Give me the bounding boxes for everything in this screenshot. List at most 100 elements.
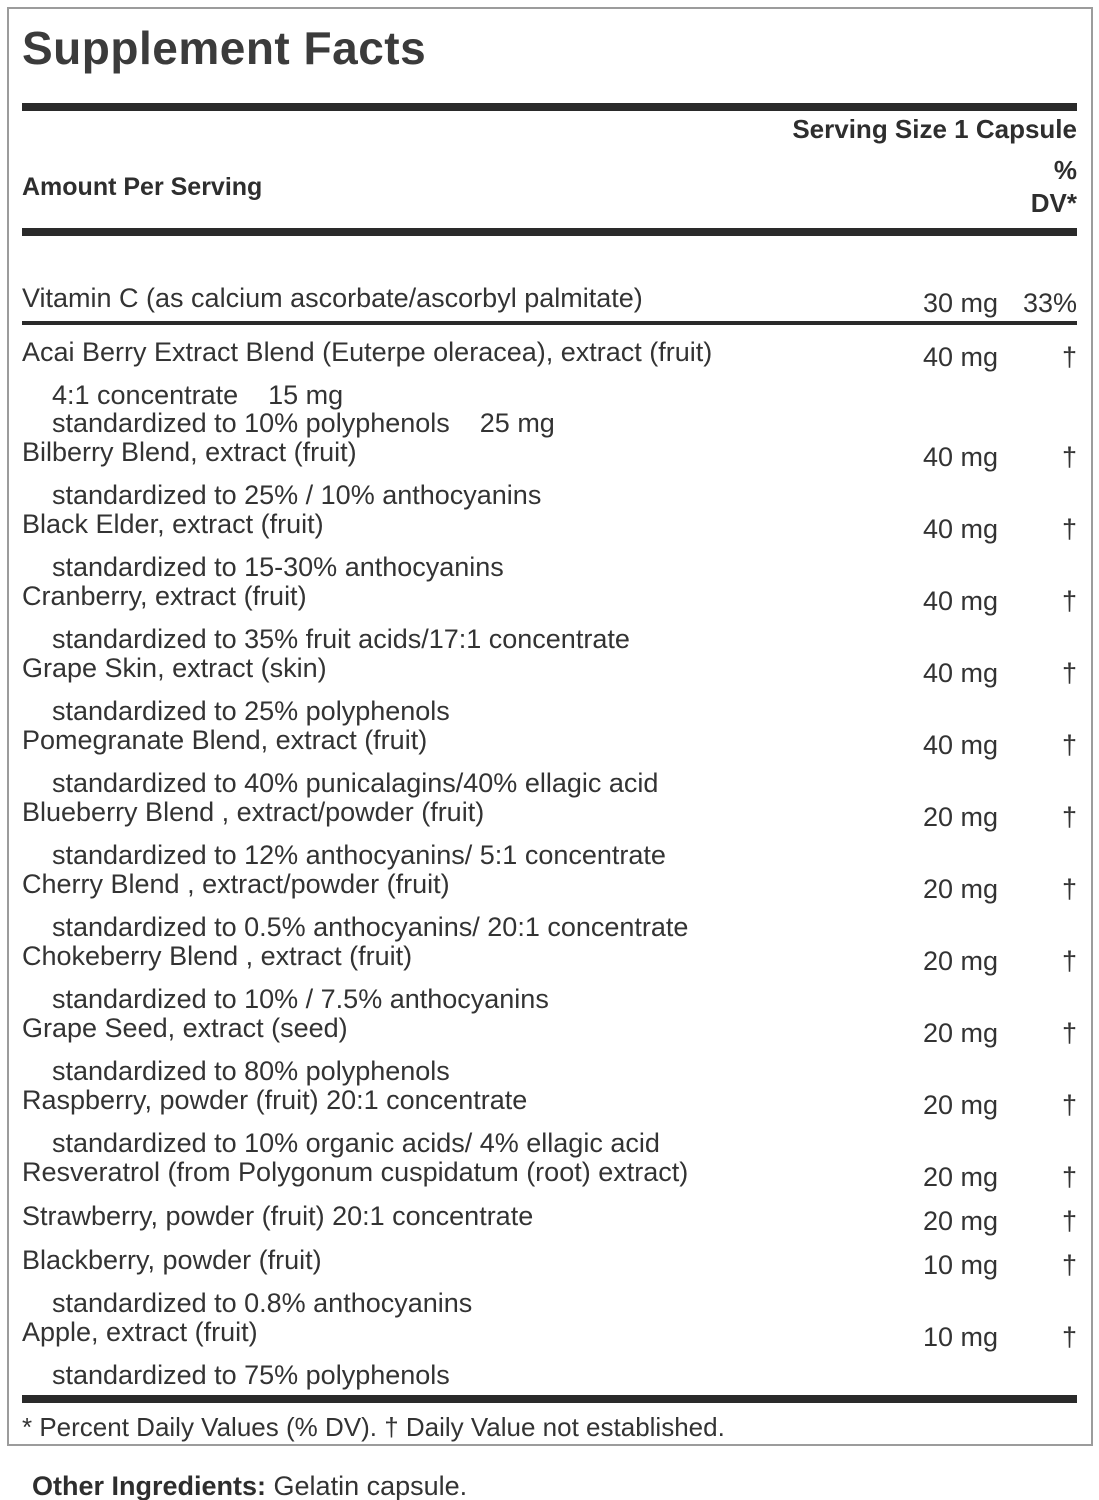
ingredient-standardization: standardized to 15-30% anthocyanins: [52, 552, 504, 582]
ingredient-row-main: Cranberry, extract (fruit) 40 mg †: [22, 581, 1077, 616]
ingredient-standardization: standardized to 12% anthocyanins/ 5:1 co…: [52, 840, 666, 870]
ingredient-amount: 40 mg: [923, 730, 999, 760]
ingredient-row-main: Blueberry Blend , extract/powder (fruit)…: [22, 797, 1077, 832]
ingredient-amount: 20 mg: [923, 1162, 999, 1192]
ingredient-row: Vitamin C (as calcium ascorbate/ascorbyl…: [22, 283, 1077, 318]
ingredient-dv: †: [1061, 1090, 1077, 1120]
ingredient-name: Bilberry Blend, extract (fruit): [22, 437, 357, 467]
ingredient-standardization: standardized to 10% organic acids/ 4% el…: [52, 1128, 660, 1158]
ingredient-row-main: Apple, extract (fruit) 10 mg †: [22, 1317, 1077, 1352]
ingredient-row: Strawberry, powder (fruit) 20:1 concentr…: [22, 1201, 1077, 1236]
ingredient-row-main: Grape Seed, extract (seed) 20 mg †: [22, 1013, 1077, 1048]
ingredient-name: Pomegranate Blend, extract (fruit): [22, 725, 428, 755]
ingredient-standardization: 4:1 concentrate 15 mg: [52, 380, 344, 410]
ingredient-row-main: Chokeberry Blend , extract (fruit) 20 mg †: [22, 941, 1077, 976]
ingredient-amount: 20 mg: [923, 946, 999, 976]
ingredient-amount: 20 mg: [923, 1090, 999, 1120]
supplement-facts-panel: Supplement Facts Serving Size 1 Capsule …: [7, 7, 1093, 1446]
ingredient-row-main: Grape Skin, extract (skin) 40 mg †: [22, 653, 1077, 688]
percent-label: %: [1053, 155, 1077, 185]
ingredient-row: Bilberry Blend, extract (fruit) 40 mg † sta…: [22, 437, 1077, 509]
ingredient-dv: †: [1061, 1162, 1077, 1192]
other-ingredients: Other Ingredients: Gelatin capsule.: [32, 1470, 467, 1500]
ingredient-amount: 10 mg: [923, 1322, 999, 1352]
ingredient-standardization: standardized to 40% punicalagins/40% ell…: [52, 768, 659, 798]
ingredient-name: Black Elder, extract (fruit): [22, 509, 324, 539]
ingredient-row: Grape Skin, extract (skin) 40 mg † standard…: [22, 653, 1077, 725]
ingredient-dv: †: [1061, 1018, 1077, 1048]
ingredient-dv: †: [1061, 586, 1077, 616]
ingredient-row-main: Blackberry, powder (fruit) 10 mg †: [22, 1245, 1077, 1280]
ingredient-row: Acai Berry Extract Blend (Euterpe olerac…: [22, 337, 1077, 437]
ingredient-amount: 20 mg: [923, 874, 999, 904]
ingredient-dv: †: [1061, 442, 1077, 472]
ingredient-row: Blackberry, powder (fruit) 10 mg † standard…: [22, 1245, 1077, 1317]
ingredient-name: Cranberry, extract (fruit): [22, 581, 307, 611]
ingredient-standardization: standardized to 25% / 10% anthocyanins: [52, 480, 542, 510]
ingredient-row: Chokeberry Blend , extract (fruit) 20 mg †…: [22, 941, 1077, 1013]
ingredient-amount: 40 mg: [923, 442, 999, 472]
ingredient-row-main: Black Elder, extract (fruit) 40 mg †: [22, 509, 1077, 544]
ingredient-dv: †: [1061, 946, 1077, 976]
daily-value-footnote: * Percent Daily Values (% DV). † Daily V…: [22, 1412, 725, 1442]
ingredient-row-main: Bilberry Blend, extract (fruit) 40 mg †: [22, 437, 1077, 472]
ingredient-row-main: Acai Berry Extract Blend (Euterpe olerac…: [22, 337, 1077, 372]
ingredient-standardization: standardized to 10% polyphenols 25 mg: [52, 408, 555, 438]
dv-label: DV*: [1030, 188, 1077, 218]
ingredient-row-main: Cherry Blend , extract/powder (fruit) 20 …: [22, 869, 1077, 904]
ingredient-amount: 30 mg: [923, 288, 999, 318]
ingredient-dv: †: [1061, 1250, 1077, 1280]
ingredient-standardization: standardized to 10% / 7.5% anthocyanins: [52, 984, 549, 1014]
ingredient-row-main: Pomegranate Blend, extract (fruit) 40 mg †: [22, 725, 1077, 760]
ingredient-standardization: standardized to 80% polyphenols: [52, 1056, 450, 1086]
ingredient-standardization: standardized to 25% polyphenols: [52, 696, 450, 726]
ingredient-dv: †: [1061, 730, 1077, 760]
ingredient-rows: Vitamin C (as calcium ascorbate/ascorbyl…: [22, 283, 1077, 1389]
ingredient-row-main: Raspberry, powder (fruit) 20:1 concentra…: [22, 1085, 1077, 1120]
ingredient-amount: 20 mg: [923, 1206, 999, 1236]
ingredient-name: Vitamin C (as calcium ascorbate/ascorbyl…: [22, 283, 643, 313]
ingredient-name: Blueberry Blend , extract/powder (fruit): [22, 797, 485, 827]
ingredient-row: Raspberry, powder (fruit) 20:1 concentra…: [22, 1085, 1077, 1157]
ingredient-dv: †: [1061, 342, 1077, 372]
ingredient-dv: †: [1061, 658, 1077, 688]
ingredient-name: Cherry Blend , extract/powder (fruit): [22, 869, 450, 899]
ingredient-amount: 10 mg: [923, 1250, 999, 1280]
ingredient-standardization: standardized to 0.5% anthocyanins/ 20:1 …: [52, 912, 689, 942]
ingredient-amount: 40 mg: [923, 658, 999, 688]
column-header: Amount Per Serving % DV*: [22, 154, 1077, 220]
ingredient-name: Acai Berry Extract Blend (Euterpe olerac…: [22, 337, 713, 367]
ingredient-name: Strawberry, powder (fruit) 20:1 concentr…: [22, 1201, 534, 1231]
ingredient-row: Cherry Blend , extract/powder (fruit) 20 …: [22, 869, 1077, 941]
percent-dv-header: % DV*: [1031, 154, 1077, 220]
ingredient-standardization: standardized to 0.8% anthocyanins: [52, 1288, 473, 1318]
ingredient-amount: 40 mg: [923, 514, 999, 544]
title-divider: [22, 103, 1077, 111]
ingredient-standardization: standardized to 35% fruit acids/17:1 con…: [52, 624, 630, 654]
ingredient-name: Chokeberry Blend , extract (fruit): [22, 941, 413, 971]
ingredient-amount: 20 mg: [923, 802, 999, 832]
vitamin-c-divider: [22, 321, 1077, 325]
header-divider: [22, 228, 1077, 236]
other-ingredients-label: Other Ingredients:: [32, 1471, 267, 1500]
ingredient-name: Resveratrol (from Polygonum cuspidatum (…: [22, 1157, 689, 1187]
footnote-divider: [22, 1395, 1077, 1403]
ingredient-amount: 20 mg: [923, 1018, 999, 1048]
ingredient-row-main: Strawberry, powder (fruit) 20:1 concentr…: [22, 1201, 1077, 1236]
ingredient-amount: 40 mg: [923, 586, 999, 616]
ingredient-standardization: standardized to 75% polyphenols: [52, 1360, 450, 1390]
ingredient-row: Cranberry, extract (fruit) 40 mg † standard…: [22, 581, 1077, 653]
ingredient-name: Blackberry, powder (fruit): [22, 1245, 322, 1275]
supplement-facts-title: Supplement Facts: [22, 22, 427, 74]
serving-size: Serving Size 1 Capsule: [792, 114, 1077, 144]
ingredient-name: Grape Skin, extract (skin): [22, 653, 327, 683]
ingredient-name: Apple, extract (fruit): [22, 1317, 258, 1347]
ingredient-row-main: Vitamin C (as calcium ascorbate/ascorbyl…: [22, 283, 1077, 318]
ingredient-dv: †: [1061, 802, 1077, 832]
ingredient-dv: 33%: [1022, 288, 1077, 318]
ingredient-name: Raspberry, powder (fruit) 20:1 concentra…: [22, 1085, 528, 1115]
ingredient-dv: †: [1061, 514, 1077, 544]
ingredient-row: Resveratrol (from Polygonum cuspidatum (…: [22, 1157, 1077, 1192]
ingredient-row: Pomegranate Blend, extract (fruit) 40 mg †…: [22, 725, 1077, 797]
ingredient-row: Apple, extract (fruit) 10 mg † standardized…: [22, 1317, 1077, 1389]
